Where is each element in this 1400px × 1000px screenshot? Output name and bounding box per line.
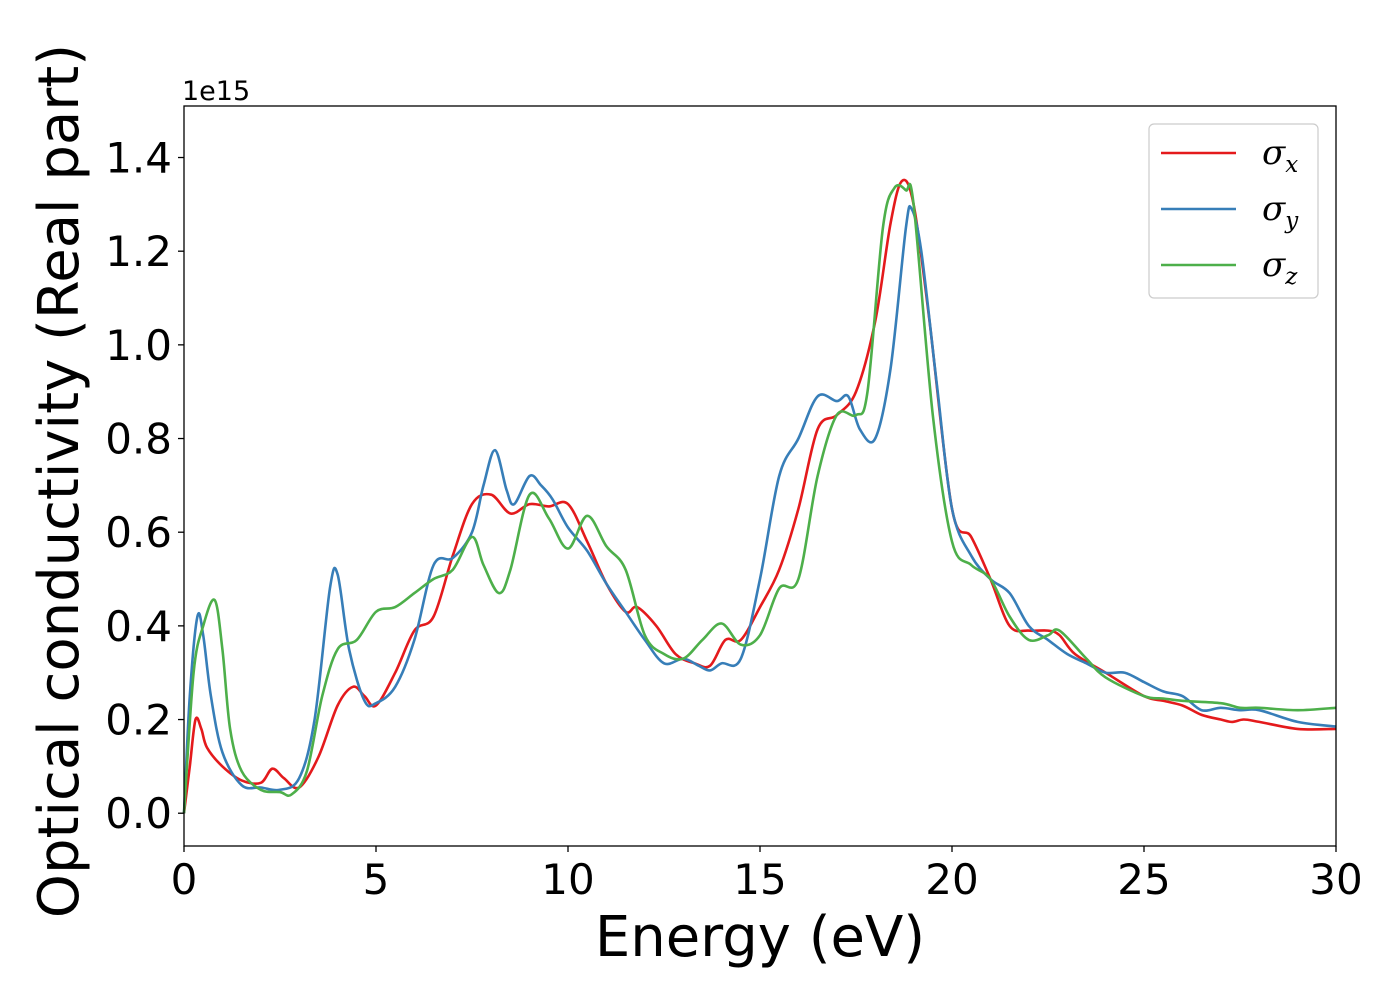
y-tick-label: 0.6 (105, 508, 172, 557)
legend-subscript: y (1284, 208, 1299, 234)
series-line-y (182, 204, 1337, 814)
x-tick-label: 10 (541, 855, 594, 904)
x-tick-label: 0 (171, 855, 198, 904)
series-line-z (182, 182, 1337, 814)
y-tick-label: 1.4 (105, 134, 172, 183)
x-tick-label: 20 (925, 855, 978, 904)
y-tick-label: 1.2 (105, 227, 172, 276)
x-tick-label: 5 (363, 855, 390, 904)
legend-label-y: σy (1262, 189, 1299, 234)
legend-symbol: σ (1262, 133, 1286, 173)
series-layer (182, 178, 1337, 814)
legend-symbol: σ (1262, 189, 1286, 229)
legend-label-z: σz (1262, 245, 1298, 290)
x-tick-label: 15 (733, 855, 786, 904)
x-tick-label: 30 (1309, 855, 1362, 904)
x-axis: 0 5 10 15 20 25 30 (171, 846, 1363, 904)
y-axis: 0.0 0.2 0.4 0.6 0.8 1.0 1.2 1.4 (105, 134, 184, 838)
y-tick-label: 0.0 (105, 789, 172, 838)
y-tick-label: 0.4 (105, 602, 172, 651)
y-tick-label: 0.8 (105, 415, 172, 464)
legend-box (1148, 123, 1319, 299)
legend-subscript: z (1284, 264, 1298, 290)
y-offset-label: 1e15 (182, 76, 250, 107)
x-tick-label: 25 (1117, 855, 1170, 904)
y-tick-label: 1.0 (105, 321, 172, 370)
y-tick-label: 0.2 (105, 696, 172, 745)
y-axis-title: Optical conductivity (Real part) (27, 44, 92, 918)
legend-label-x: σx (1262, 133, 1298, 178)
legend-subscript: x (1285, 152, 1298, 178)
x-axis-title: Energy (eV) (595, 905, 925, 970)
series-line-x (182, 178, 1337, 814)
legend-symbol: σ (1262, 245, 1286, 285)
